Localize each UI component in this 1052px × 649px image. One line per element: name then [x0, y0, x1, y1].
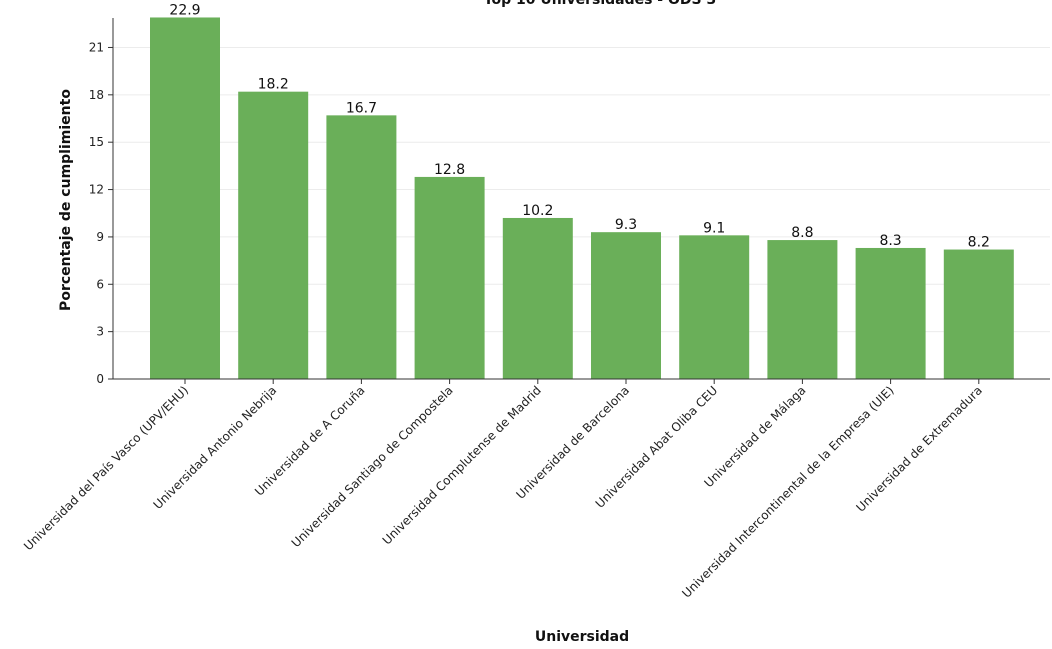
bar — [502, 217, 573, 379]
y-tick-label: 9 — [96, 230, 104, 244]
bar-value-label: 16.7 — [346, 100, 377, 116]
bar — [855, 247, 926, 379]
bar — [150, 17, 220, 379]
x-tick-label: Universidad Intercontinental de la Empre… — [679, 383, 896, 600]
y-tick-label: 18 — [89, 88, 104, 102]
x-tick-label: Universidad Complutense de Madrid — [380, 383, 544, 547]
x-axis: Universidad del País Vasco (UPV/EHU) Univ… — [21, 378, 1050, 601]
y-tick-label: 0 — [96, 372, 104, 386]
bar — [238, 91, 309, 380]
y-axis: 0 3 6 9 12 15 18 21 — [89, 18, 114, 386]
bar — [767, 240, 838, 379]
bar-value-label: 9.3 — [615, 217, 637, 233]
y-tick-label: 6 — [96, 277, 104, 291]
bar-value-label: 9.1 — [703, 220, 725, 236]
y-tick-label: 3 — [96, 325, 104, 339]
bar — [591, 232, 661, 379]
bar-value-label: 22.9 — [169, 2, 200, 18]
x-tick-label: Universidad Santiago de Compostela — [289, 383, 456, 550]
y-tick-label: 12 — [89, 183, 104, 197]
y-tick-label: 15 — [89, 135, 104, 149]
bar — [414, 176, 485, 379]
bar-value-label: 12.8 — [434, 162, 465, 178]
x-tick-label: Universidad del País Vasco (UPV/EHU) — [21, 383, 191, 553]
bar-value-label: 18.2 — [258, 77, 289, 93]
bars-group — [150, 17, 1014, 380]
data-labels-group: 22.9 18.2 16.7 12.8 10.2 9.3 9.1 8.8 8.3 8.2 — [169, 2, 990, 250]
bar — [679, 235, 750, 379]
x-axis-title: Universidad — [535, 629, 629, 645]
chart-title: Top 10 Universidades - ODS 3 — [484, 0, 716, 8]
bar — [326, 115, 397, 379]
bar — [943, 249, 1014, 379]
x-tick-label: Universidad de Málaga — [702, 383, 809, 490]
bar-value-label: 8.3 — [879, 233, 901, 249]
y-axis-title: Porcentaje de cumplimiento — [58, 89, 74, 311]
bar-value-label: 8.8 — [791, 225, 813, 241]
y-tick-label: 21 — [89, 40, 104, 54]
bar-value-label: 8.2 — [968, 235, 990, 251]
bar-value-label: 10.2 — [522, 203, 553, 219]
